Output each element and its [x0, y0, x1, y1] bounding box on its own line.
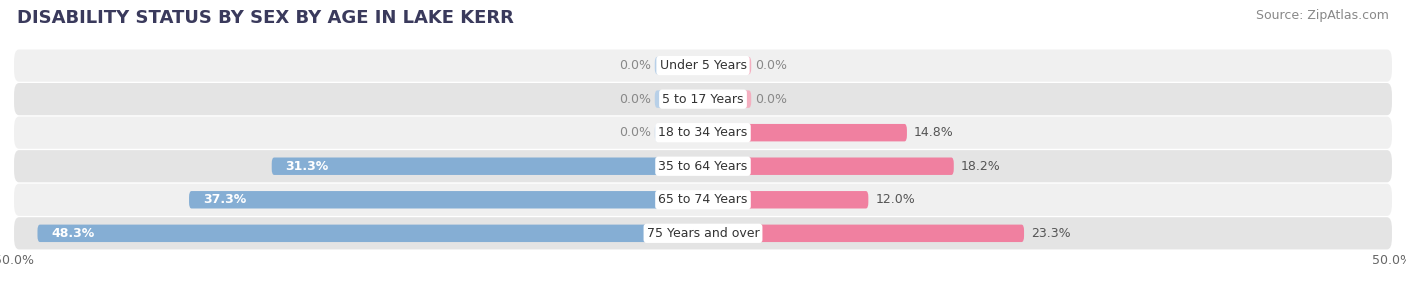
- FancyBboxPatch shape: [271, 157, 703, 175]
- Text: 23.3%: 23.3%: [1031, 227, 1070, 240]
- FancyBboxPatch shape: [703, 191, 869, 209]
- Text: 18 to 34 Years: 18 to 34 Years: [658, 126, 748, 139]
- FancyBboxPatch shape: [703, 57, 751, 74]
- FancyBboxPatch shape: [14, 217, 1392, 249]
- Text: DISABILITY STATUS BY SEX BY AGE IN LAKE KERR: DISABILITY STATUS BY SEX BY AGE IN LAKE …: [17, 9, 513, 27]
- FancyBboxPatch shape: [655, 90, 703, 108]
- FancyBboxPatch shape: [14, 184, 1392, 216]
- Text: 0.0%: 0.0%: [619, 93, 651, 106]
- FancyBboxPatch shape: [703, 90, 751, 108]
- FancyBboxPatch shape: [188, 191, 703, 209]
- Text: Source: ZipAtlas.com: Source: ZipAtlas.com: [1256, 9, 1389, 22]
- Text: 0.0%: 0.0%: [619, 59, 651, 72]
- Text: 35 to 64 Years: 35 to 64 Years: [658, 160, 748, 173]
- FancyBboxPatch shape: [38, 224, 703, 242]
- Text: Under 5 Years: Under 5 Years: [659, 59, 747, 72]
- FancyBboxPatch shape: [703, 224, 1024, 242]
- FancyBboxPatch shape: [703, 124, 907, 142]
- Text: 31.3%: 31.3%: [285, 160, 329, 173]
- Text: 65 to 74 Years: 65 to 74 Years: [658, 193, 748, 206]
- Text: 48.3%: 48.3%: [51, 227, 94, 240]
- Text: 0.0%: 0.0%: [755, 93, 787, 106]
- Text: 5 to 17 Years: 5 to 17 Years: [662, 93, 744, 106]
- FancyBboxPatch shape: [703, 157, 953, 175]
- FancyBboxPatch shape: [655, 57, 703, 74]
- FancyBboxPatch shape: [14, 150, 1392, 182]
- FancyBboxPatch shape: [14, 117, 1392, 149]
- FancyBboxPatch shape: [14, 83, 1392, 115]
- Text: 37.3%: 37.3%: [202, 193, 246, 206]
- Text: 75 Years and over: 75 Years and over: [647, 227, 759, 240]
- Text: 18.2%: 18.2%: [960, 160, 1001, 173]
- Text: 12.0%: 12.0%: [875, 193, 915, 206]
- Text: 0.0%: 0.0%: [755, 59, 787, 72]
- Text: 0.0%: 0.0%: [619, 126, 651, 139]
- FancyBboxPatch shape: [655, 124, 703, 142]
- Text: 14.8%: 14.8%: [914, 126, 953, 139]
- FancyBboxPatch shape: [14, 49, 1392, 82]
